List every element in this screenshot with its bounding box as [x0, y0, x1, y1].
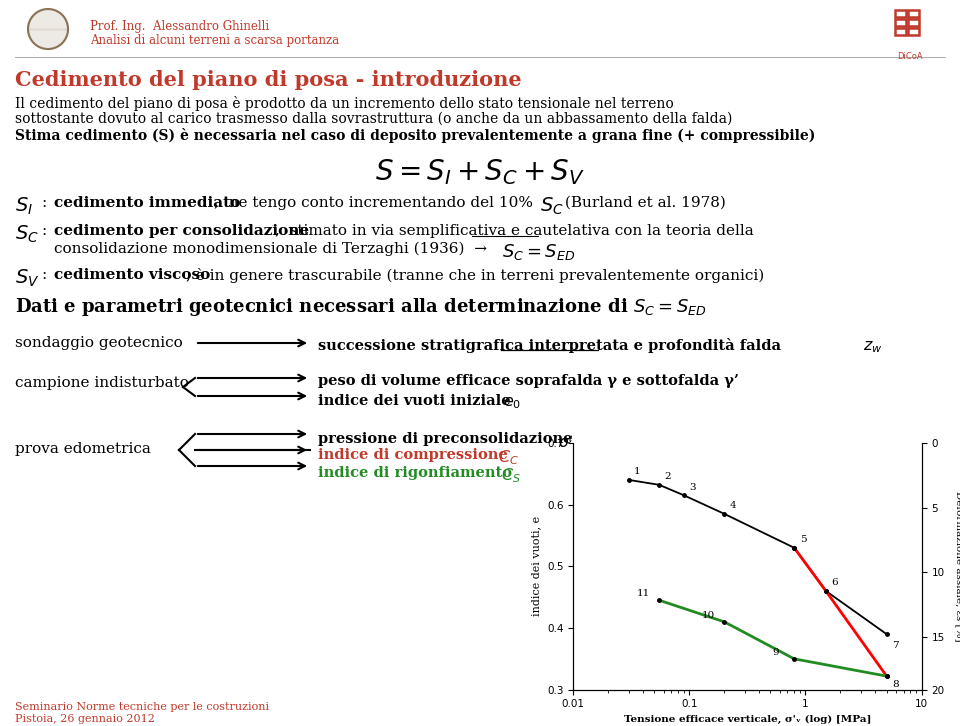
Text: cedimento immediato: cedimento immediato: [54, 196, 240, 210]
Text: consolidazione monodimensionale di Terzaghi (1936)  →: consolidazione monodimensionale di Terza…: [54, 242, 496, 256]
Text: 3: 3: [689, 483, 696, 492]
Text: $S_C$: $S_C$: [540, 196, 564, 217]
Text: Stima cedimento (S) è necessaria nel caso di deposito prevalentemente a grana fi: Stima cedimento (S) è necessaria nel cas…: [15, 128, 815, 143]
Text: (Burland et al. 1978): (Burland et al. 1978): [560, 196, 726, 210]
Text: 1: 1: [635, 468, 640, 476]
Text: Cedimento del piano di posa - introduzione: Cedimento del piano di posa - introduzio…: [15, 70, 521, 90]
Text: , è in genere trascurabile (tranne che in terreni prevalentemente organici): , è in genere trascurabile (tranne che i…: [186, 268, 764, 283]
Text: ,  stimato in via semplificativa e cautelativa con la teoria della: , stimato in via semplificativa e cautel…: [275, 224, 754, 238]
Text: Dati e parametri geotecnici necessari alla determinazione di $S_C = S_{ED}$: Dati e parametri geotecnici necessari al…: [15, 296, 707, 318]
Text: cedimento viscoso: cedimento viscoso: [54, 268, 210, 282]
Text: $\sigma'_c$: $\sigma'_c$: [558, 432, 581, 452]
Text: pressione di preconsolidazione: pressione di preconsolidazione: [318, 432, 578, 446]
Text: DiCoA: DiCoA: [898, 52, 923, 61]
Text: $S_C$: $S_C$: [15, 224, 38, 245]
Text: $S_V$: $S_V$: [15, 268, 39, 289]
Text: Seminario Norme tecniche per le costruzioni
Pistoia, 26 gennaio 2012: Seminario Norme tecniche per le costruzi…: [15, 702, 269, 724]
Text: 4: 4: [730, 501, 736, 510]
Text: :: :: [42, 196, 57, 210]
Text: 8: 8: [892, 680, 899, 689]
Text: sondaggio geotecnico: sondaggio geotecnico: [15, 336, 182, 350]
Text: indice dei vuoti iniziale: indice dei vuoti iniziale: [318, 394, 516, 408]
Text: 11: 11: [636, 589, 650, 598]
Bar: [895, 19, 906, 26]
Text: Il cedimento del piano di posa è prodotto da un incremento dello stato tensional: Il cedimento del piano di posa è prodott…: [15, 96, 674, 111]
Text: sottostante dovuto al carico trasmesso dalla sovrastruttura (o anche da un abbas: sottostante dovuto al carico trasmesso d…: [15, 112, 732, 126]
Bar: [908, 19, 919, 26]
Text: 5: 5: [800, 535, 806, 544]
Text: :: :: [42, 224, 57, 238]
Text: $C_C$: $C_C$: [498, 448, 519, 467]
Text: $e_0$: $e_0$: [503, 394, 521, 411]
Text: 7: 7: [892, 641, 899, 650]
Text: 9: 9: [772, 648, 779, 657]
Text: $S_I$: $S_I$: [15, 196, 33, 217]
Text: Prof. Ing.  Alessandro Ghinelli: Prof. Ing. Alessandro Ghinelli: [90, 20, 269, 33]
Bar: [908, 10, 919, 17]
Text: indice di compressione: indice di compressione: [318, 448, 513, 462]
Text: prova edometrica: prova edometrica: [15, 442, 151, 456]
X-axis label: Tensione efficace verticale, σ'ᵥ (log) [MPa]: Tensione efficace verticale, σ'ᵥ (log) […: [624, 715, 871, 724]
Text: 10: 10: [702, 611, 715, 620]
Text: ,  ne tengo conto incrementando del 10%: , ne tengo conto incrementando del 10%: [214, 196, 542, 210]
Text: $S = S_I + S_C + S_V$: $S = S_I + S_C + S_V$: [375, 157, 585, 187]
Text: cedimento per consolidazione: cedimento per consolidazione: [54, 224, 309, 238]
Bar: [895, 10, 906, 17]
Text: 6: 6: [831, 579, 838, 587]
Y-axis label: Deformazione assiale, εs [%]: Deformazione assiale, εs [%]: [955, 491, 960, 642]
Text: $z_w$: $z_w$: [863, 338, 882, 355]
Text: peso di volume efficace soprafalda γ e sottofalda γ’: peso di volume efficace soprafalda γ e s…: [318, 374, 739, 388]
Text: 2: 2: [664, 473, 671, 481]
Bar: [908, 28, 919, 35]
Bar: [895, 28, 906, 35]
Text: indice di rigonfiamento: indice di rigonfiamento: [318, 466, 517, 480]
Text: $S_C = S_{ED}$: $S_C = S_{ED}$: [502, 242, 575, 262]
Y-axis label: indice dei vuoti, e: indice dei vuoti, e: [531, 516, 541, 616]
Text: $C_S$: $C_S$: [501, 466, 521, 485]
Text: successione stratigrafica interpretata e profondità falda: successione stratigrafica interpretata e…: [318, 338, 786, 353]
Text: :: :: [42, 268, 57, 282]
Text: Analisi di alcuni terreni a scarsa portanza: Analisi di alcuni terreni a scarsa porta…: [90, 34, 339, 47]
Text: campione indisturbato: campione indisturbato: [15, 376, 189, 390]
